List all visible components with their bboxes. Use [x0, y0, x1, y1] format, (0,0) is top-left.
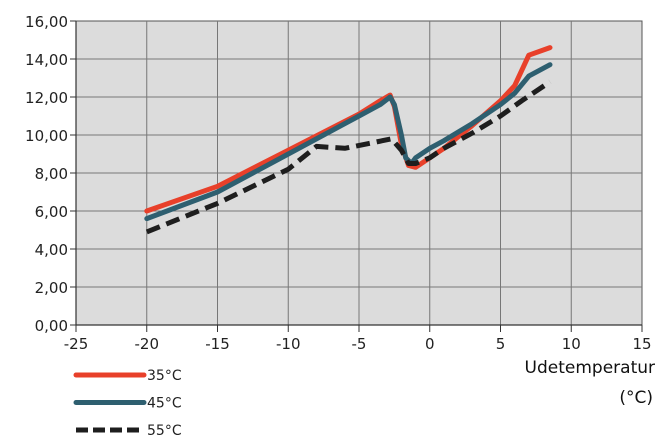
series-line-45c [144, 62, 553, 222]
chart-grid [75, 20, 643, 326]
x-tick-label: -5 [352, 335, 367, 353]
y-tick-label: 4,00 [35, 241, 68, 259]
series-line-55c [145, 79, 552, 235]
y-tick-label: 6,00 [35, 203, 68, 221]
chart-legend: 35°C 45°C 55°C [73, 368, 182, 438]
legend-label: 45°C [147, 396, 182, 412]
x-tick-label: 15 [632, 335, 651, 353]
y-tick-label: 0,00 [35, 317, 68, 335]
y-tick-label: 8,00 [35, 165, 68, 183]
x-tick-label: 0 [425, 335, 435, 353]
x-tick-label: 5 [496, 335, 506, 353]
chart-series [144, 45, 553, 235]
x-tick-label: -25 [64, 335, 89, 353]
y-tick-label: 14,00 [25, 51, 68, 69]
legend-label: 55°C [147, 423, 182, 438]
y-tick-label: 2,00 [35, 279, 68, 297]
y-tick-label: 16,00 [25, 13, 68, 31]
x-tick-label: 10 [562, 335, 581, 353]
y-tick-label: 10,00 [25, 127, 68, 145]
x-tick-label: -15 [205, 335, 230, 353]
chart-axes: -25 -20 -15 -10 -5 0 5 10 15 0,00 2,00 4,00 6,00 8,00… [25, 13, 652, 353]
x-tick-label: -10 [276, 335, 301, 353]
legend-label: 35°C [147, 368, 182, 384]
x-tick-label: -20 [135, 335, 160, 353]
x-axis-label: Udetemperatur [525, 358, 655, 378]
y-tick-label: 12,00 [25, 89, 68, 107]
x-axis-unit-label: (°C) [619, 388, 653, 408]
